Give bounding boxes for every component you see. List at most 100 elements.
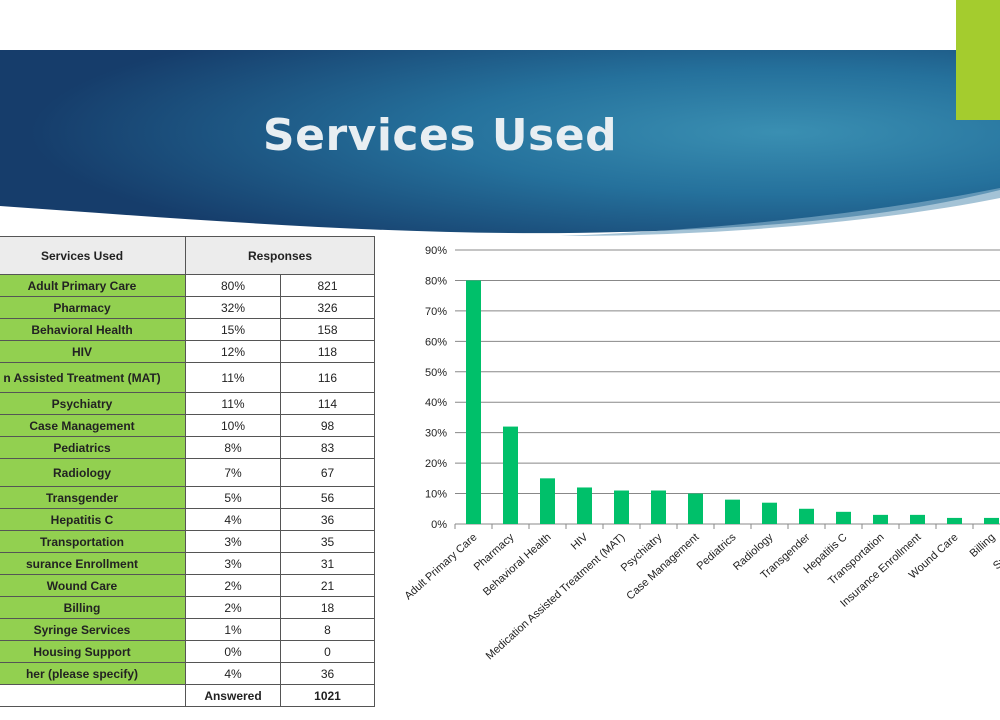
service-name-cell: Behavioral Health <box>0 318 186 341</box>
service-name-cell: Pediatrics <box>0 436 186 459</box>
percent-cell: 3% <box>185 530 281 553</box>
services-table: Services Used Responses Adult Primary Ca… <box>0 236 375 707</box>
bar <box>688 493 703 524</box>
count-cell: 18 <box>280 596 375 619</box>
services-bar-chart: 0% 10% 20% 30% 40% 50% 60% 70% 80% 90% Adult Prima… <box>402 245 1000 662</box>
percent-cell: 11% <box>185 392 281 415</box>
service-name-cell: Housing Support <box>0 640 186 663</box>
service-name-cell: Transportation <box>0 530 186 553</box>
count-cell: 118 <box>280 340 375 363</box>
table-row: n Assisted Treatment (MAT) 11% 116 <box>0 362 375 393</box>
table-row: Transportation 3% 35 <box>0 530 375 553</box>
percent-cell: 4% <box>185 662 281 685</box>
bar <box>614 490 629 524</box>
percent-cell: 2% <box>185 574 281 597</box>
x-tick-label: Medication Assisted Treatment (MAT) <box>484 531 628 662</box>
count-cell: 36 <box>280 662 375 685</box>
y-tick-label: 30% <box>425 428 447 440</box>
accent-block <box>956 0 1000 120</box>
bar <box>466 280 481 524</box>
table-row: Adult Primary Care 80% 821 <box>0 274 375 297</box>
table-row: HIV 12% 118 <box>0 340 375 363</box>
table-row: her (please specify) 4% 36 <box>0 662 375 685</box>
count-cell: 98 <box>280 414 375 437</box>
count-cell: 0 <box>280 640 375 663</box>
count-cell: 21 <box>280 574 375 597</box>
service-name-cell: her (please specify) <box>0 662 186 685</box>
percent-cell: 0% <box>185 640 281 663</box>
y-tick-label: 0% <box>431 519 447 531</box>
service-name-cell: Billing <box>0 596 186 619</box>
x-tick-label: Behavioral Health <box>481 531 554 598</box>
count-cell: 31 <box>280 552 375 575</box>
percent-cell: 3% <box>185 552 281 575</box>
count-cell: 326 <box>280 296 375 319</box>
percent-cell: 10% <box>185 414 281 437</box>
count-cell: 83 <box>280 436 375 459</box>
percent-cell: 7% <box>185 458 281 487</box>
bar <box>725 499 740 524</box>
service-name-cell: n Assisted Treatment (MAT) <box>0 362 186 393</box>
bar <box>984 517 999 524</box>
service-name-cell: Psychiatry <box>0 392 186 415</box>
service-name-cell: Pharmacy <box>0 296 186 319</box>
bar <box>651 490 666 524</box>
table-row: Pediatrics 8% 83 <box>0 436 375 459</box>
table-row: Case Management 10% 98 <box>0 414 375 437</box>
x-tick-label: Case Management <box>624 531 701 602</box>
service-name-cell: Transgender <box>0 486 186 509</box>
percent-cell: 5% <box>185 486 281 509</box>
count-cell: 821 <box>280 274 375 297</box>
table-body: Adult Primary Care 80% 821 Pharmacy 32% 326 Be… <box>0 274 375 707</box>
count-cell: 36 <box>280 508 375 531</box>
table-row: Wound Care 2% 21 <box>0 574 375 597</box>
table-row: Behavioral Health 15% 158 <box>0 318 375 341</box>
bar <box>910 514 925 524</box>
count-cell: 35 <box>280 530 375 553</box>
answered-row: Answered 1021 <box>0 684 375 707</box>
count-cell: 116 <box>280 362 375 393</box>
percent-cell: 11% <box>185 362 281 393</box>
y-tick-label: 60% <box>425 336 447 348</box>
table-row: Hepatitis C 4% 36 <box>0 508 375 531</box>
table-row: Transgender 5% 56 <box>0 486 375 509</box>
table-row: surance Enrollment 3% 31 <box>0 552 375 575</box>
table-row: Billing 2% 18 <box>0 596 375 619</box>
table-row: Psychiatry 11% 114 <box>0 392 375 415</box>
bar <box>799 508 814 524</box>
bar <box>577 487 592 524</box>
y-tick-label: 70% <box>425 306 447 318</box>
bar <box>540 478 555 524</box>
percent-cell: 1% <box>185 618 281 641</box>
table-row: Radiology 7% 67 <box>0 458 375 487</box>
y-tick-label: 50% <box>425 367 447 379</box>
count-cell: 158 <box>280 318 375 341</box>
bar <box>503 426 518 524</box>
bar <box>873 514 888 524</box>
table-row: Pharmacy 32% 326 <box>0 296 375 319</box>
percent-cell: 8% <box>185 436 281 459</box>
x-tick-label: Billing <box>968 531 998 560</box>
service-name-cell: Syringe Services <box>0 618 186 641</box>
answered-value: 1021 <box>280 684 375 707</box>
x-tick-label: Adult Primary Care <box>402 531 479 602</box>
service-name-cell: Case Management <box>0 414 186 437</box>
service-name-cell: surance Enrollment <box>0 552 186 575</box>
bar <box>762 502 777 524</box>
title-banner <box>0 50 1000 236</box>
percent-cell: 32% <box>185 296 281 319</box>
y-tick-label: 40% <box>425 397 447 409</box>
service-name-cell: Wound Care <box>0 574 186 597</box>
answered-label: Answered <box>185 684 281 707</box>
service-name-cell: Radiology <box>0 458 186 487</box>
count-cell: 8 <box>280 618 375 641</box>
percent-cell: 15% <box>185 318 281 341</box>
bar <box>947 517 962 524</box>
percent-cell: 80% <box>185 274 281 297</box>
header-services-used: Services Used <box>0 236 186 275</box>
table-row: Housing Support 0% 0 <box>0 640 375 663</box>
service-name-cell: HIV <box>0 340 186 363</box>
service-name-cell: Adult Primary Care <box>0 274 186 297</box>
y-tick-label: 80% <box>425 275 447 287</box>
service-name-cell: Hepatitis C <box>0 508 186 531</box>
